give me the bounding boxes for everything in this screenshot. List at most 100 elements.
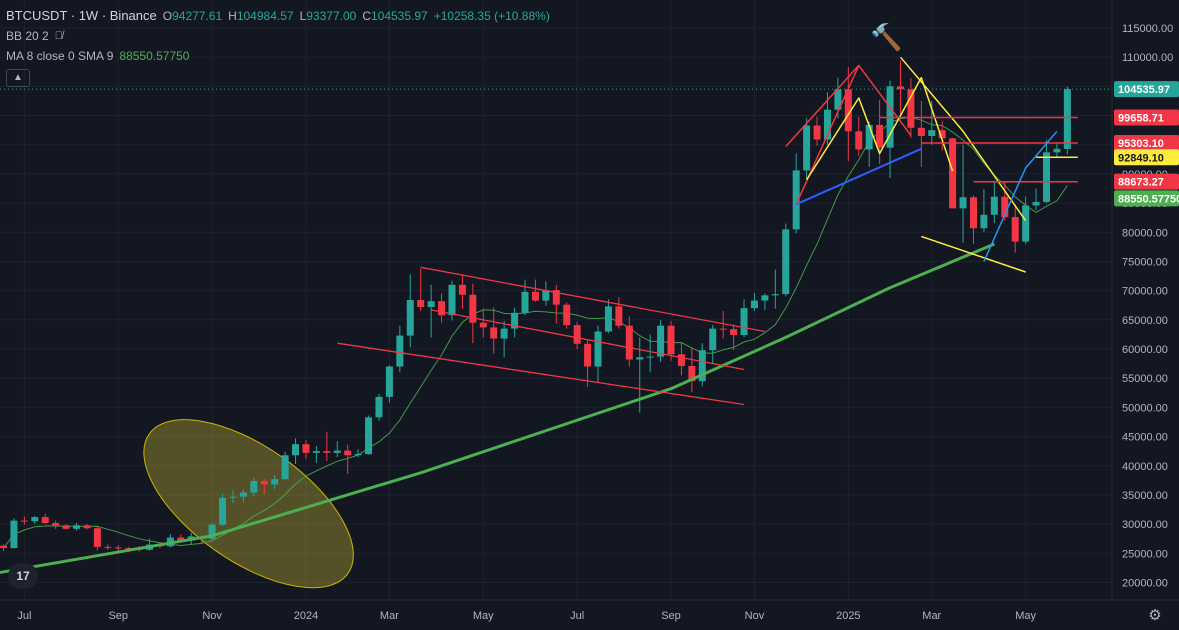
price-label-text: 92849.10 [1118, 152, 1164, 164]
candle-body [667, 325, 675, 355]
candle-66 [688, 347, 696, 393]
eye-off-icon[interactable]: 👁̸ [54, 30, 63, 42]
price-label-4: 88673.27 [1114, 173, 1179, 190]
price-tick-label-9: 70000.00 [1122, 286, 1168, 298]
candle-body [677, 354, 685, 366]
time-tick-label-2: Nov [202, 610, 222, 622]
candle-body [62, 525, 70, 529]
candle-6 [62, 524, 70, 530]
candle-49 [511, 307, 519, 338]
candle-body [479, 322, 487, 328]
candle-102 [1063, 86, 1071, 155]
candle-body [907, 89, 915, 128]
candle-53 [552, 284, 560, 324]
candle-body [521, 291, 529, 313]
candle-body [1001, 196, 1009, 218]
time-tick-label-3: 2024 [294, 610, 318, 622]
candle-59 [615, 297, 623, 329]
trend-line-6[interactable] [795, 64, 912, 205]
highlight-ellipse [143, 419, 354, 589]
price-label-text: 99658.71 [1118, 113, 1164, 125]
candle-body [490, 327, 498, 339]
bb-indicator-label[interactable]: BB 20 2 [6, 29, 49, 43]
candle-35 [365, 415, 373, 455]
candle-46 [479, 308, 487, 338]
candle-body [250, 480, 258, 493]
candle-body [761, 295, 769, 301]
candle-34 [354, 449, 362, 458]
candle-body [573, 325, 581, 344]
price-label-3: 92849.10 [1114, 149, 1179, 166]
candle-body [1043, 152, 1050, 202]
ma-indicator-label[interactable]: MA 8 close 0 SMA 9 [6, 49, 114, 63]
candle-body [813, 125, 821, 140]
grid-lines [0, 0, 1112, 600]
candle-23 [239, 489, 247, 502]
price-label-text: 88673.27 [1118, 177, 1164, 189]
candle-55 [573, 322, 581, 350]
time-axis[interactable]: Jul Sep Nov 2024 Mar May Jul Sep Nov 2025 Mar May [0, 599, 1179, 622]
candle-22 [229, 490, 237, 504]
candle-31 [323, 431, 331, 462]
candle-body [1011, 217, 1019, 242]
candle-body [625, 325, 633, 360]
candle-body [271, 479, 279, 485]
trend-line-1[interactable] [420, 266, 766, 333]
trend-line-8[interactable] [899, 56, 1027, 222]
candle-body [740, 308, 748, 336]
candle-78 [813, 116, 821, 146]
candle-body [876, 124, 884, 148]
candle-body [406, 299, 414, 336]
candle-30 [312, 445, 320, 463]
trend-line-7[interactable] [805, 76, 954, 181]
trend-line-4[interactable] [795, 147, 922, 206]
price-tick-label-15: 40000.00 [1122, 461, 1168, 473]
candle-body [239, 492, 247, 497]
candle-3 [31, 515, 39, 525]
candle-97 [1011, 204, 1019, 253]
candle-body [803, 125, 811, 171]
price-tick-label-18: 25000.00 [1122, 548, 1168, 560]
trend-line-14[interactable] [983, 130, 1058, 262]
trend-lines [0, 56, 1112, 575]
candle-body [114, 547, 122, 549]
candle-body [1022, 205, 1030, 242]
candle-body [219, 497, 227, 525]
candle-body [604, 306, 612, 332]
candle-26 [271, 475, 279, 490]
trend-line-5[interactable] [785, 64, 860, 148]
candle-body [563, 304, 571, 326]
candle-body [323, 451, 331, 453]
trend-line-9[interactable] [921, 235, 1026, 273]
chevron-up-icon[interactable]: ▲ [6, 69, 30, 87]
candle-27 [281, 451, 289, 480]
candle-2 [20, 516, 28, 525]
price-label-text: 95303.10 [1118, 138, 1164, 150]
candle-1 [10, 518, 18, 549]
candle-body [427, 301, 435, 308]
candle-body [688, 365, 696, 382]
candle-39 [406, 274, 414, 348]
price-tick-label-19: 20000.00 [1122, 578, 1168, 590]
candle-body [104, 546, 112, 548]
candle-47 [490, 307, 498, 354]
price-tick-label-0: 115000.00 [1122, 23, 1173, 35]
candle-5 [52, 520, 60, 529]
candle-body [177, 537, 185, 541]
price-label-0: 104535.97 [1114, 81, 1179, 98]
trend-line-0[interactable] [0, 242, 995, 575]
candle-body [928, 130, 936, 136]
candle-body [531, 291, 539, 301]
candle-body [823, 109, 831, 140]
trend-line-2[interactable] [337, 342, 745, 406]
candle-body [657, 325, 665, 357]
tradingview-logo-icon[interactable]: 17 [8, 563, 38, 589]
symbol-title[interactable]: BTCUSDT · 1W · Binance [6, 8, 157, 23]
gear-icon[interactable]: ⚙ [1148, 607, 1162, 624]
ma-indicator-row[interactable]: MA 8 close 0 SMA 9 88550.57750 [6, 46, 550, 66]
candle-body [0, 545, 7, 549]
trend-line-3[interactable] [430, 309, 745, 371]
bb-indicator-row[interactable]: BB 20 2 👁̸ [6, 26, 550, 46]
